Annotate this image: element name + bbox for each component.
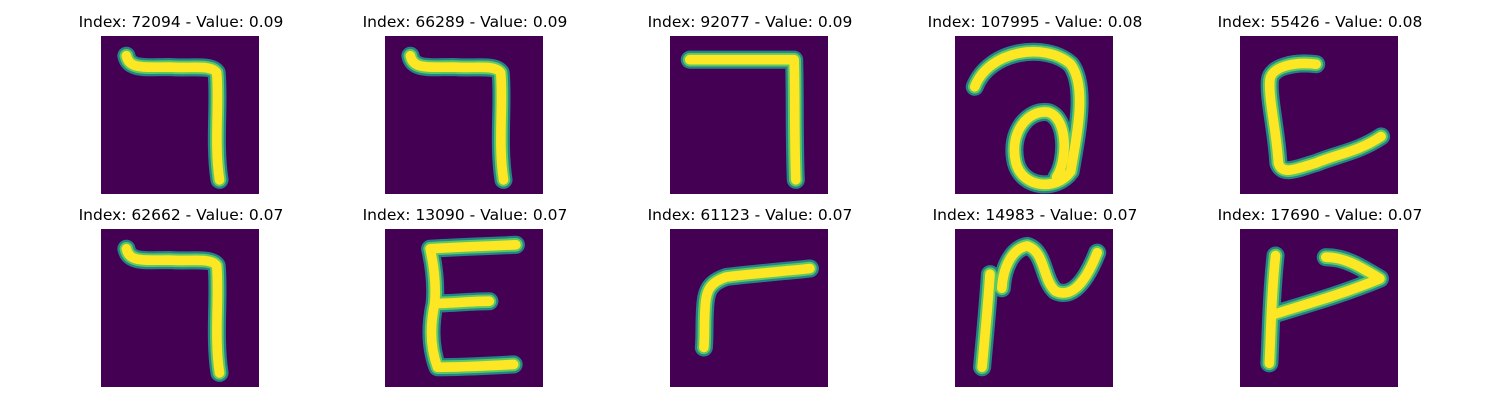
digit-image	[1240, 36, 1398, 194]
digit-image	[101, 229, 259, 387]
stroke	[1264, 58, 1386, 175]
image-background	[670, 229, 828, 387]
e-shape-icon	[421, 235, 525, 377]
seven-hook-icon	[117, 239, 229, 382]
squiggle-icon	[973, 236, 1107, 377]
panel-title: Index: 17690 - Value: 0.07	[1217, 206, 1423, 224]
seven-hook-icon	[401, 46, 513, 189]
seven-hook-icon	[117, 46, 229, 189]
panel-title: Index: 55426 - Value: 0.08	[1217, 13, 1423, 31]
panel-title: Index: 66289 - Value: 0.09	[362, 13, 568, 31]
stroke	[977, 241, 1102, 373]
stroke	[121, 50, 225, 185]
stroke	[121, 243, 225, 378]
flag-shape-icon	[1260, 246, 1389, 373]
digit-image	[101, 36, 259, 194]
panel-title: Index: 13090 - Value: 0.07	[362, 206, 568, 224]
panel-title: Index: 92077 - Value: 0.09	[647, 13, 853, 31]
stroke	[1264, 250, 1385, 369]
stroke	[969, 47, 1085, 190]
loop-a-icon	[965, 42, 1089, 194]
digit-image	[1240, 229, 1398, 387]
c-hook-icon	[1260, 54, 1391, 180]
seven-straight-icon	[680, 50, 805, 189]
digit-image	[955, 229, 1113, 387]
stroke	[405, 50, 509, 185]
panel-title: Index: 61123 - Value: 0.07	[647, 206, 853, 224]
stroke	[425, 240, 521, 373]
panel-title: Index: 62662 - Value: 0.07	[78, 206, 284, 224]
r-shape-icon	[694, 259, 819, 357]
digit-image	[385, 36, 543, 194]
panel-title: Index: 107995 - Value: 0.08	[927, 13, 1143, 31]
panel-title: Index: 14983 - Value: 0.07	[932, 206, 1138, 224]
digit-image	[955, 36, 1113, 194]
stroke	[684, 54, 801, 185]
digit-image	[385, 229, 543, 387]
panel-title: Index: 72094 - Value: 0.09	[78, 13, 284, 31]
stroke	[699, 263, 815, 353]
digit-image	[670, 36, 828, 194]
digit-image	[670, 229, 828, 387]
